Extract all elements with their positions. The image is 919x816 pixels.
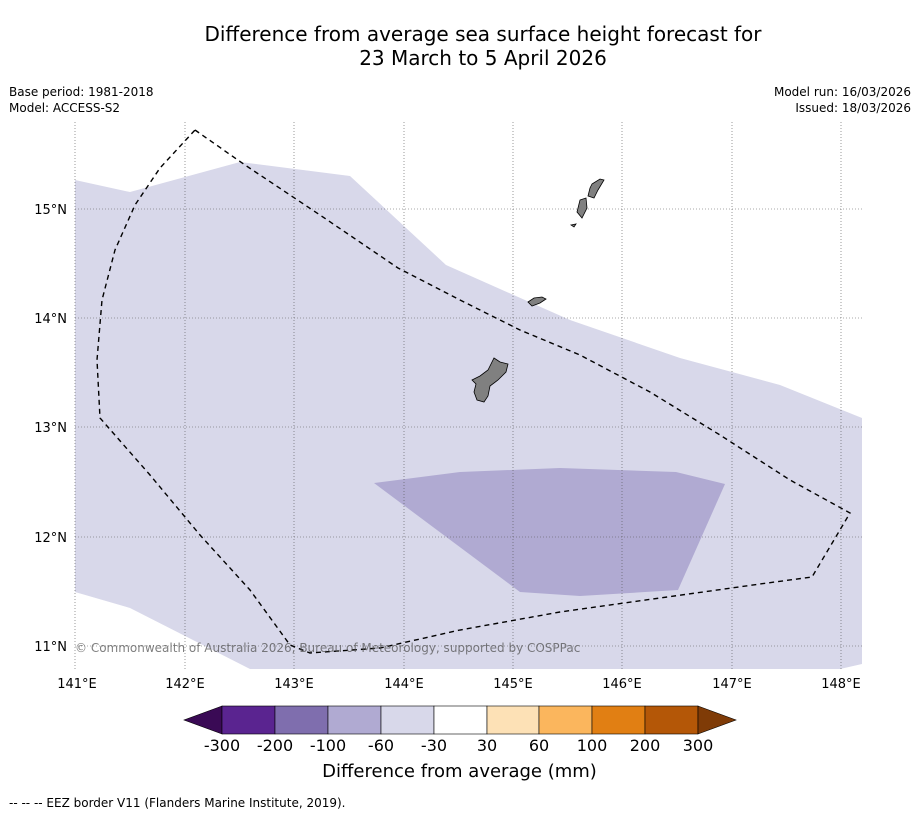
- lat-tick-12: 12°N: [34, 531, 67, 546]
- region-light-purple: [75, 162, 862, 669]
- region-mid-purple: [374, 468, 725, 596]
- lat-tick-14: 14°N: [34, 312, 67, 327]
- colorbar-label-minus-60: -60: [367, 736, 395, 755]
- colorbar-label-minus-300: -300: [203, 736, 241, 755]
- colorbar-title: Difference from average (mm): [322, 761, 597, 782]
- colorbar-label-300: 300: [682, 736, 714, 755]
- colorbar-bin-2: [274, 705, 329, 735]
- lon-tick-142: 142°E: [165, 677, 205, 692]
- colorbar-bin-9: [644, 705, 699, 735]
- base-period: Base period: 1981-2018: [9, 85, 154, 99]
- lon-tick-141: 141°E: [57, 677, 97, 692]
- model-run: Model run: 16/03/2026: [773, 85, 911, 99]
- eez-border: [96, 129, 851, 654]
- colorbar-label-30: 30: [476, 736, 498, 755]
- colorbar-label-minus-100: -100: [309, 736, 347, 755]
- island-saipan: [587, 178, 605, 199]
- lat-tick-15: 15°N: [34, 203, 67, 218]
- colorbar-bin-7: [538, 705, 593, 735]
- colorbar-bin-3: [327, 705, 382, 735]
- colorbar: [183, 705, 737, 735]
- meta-right: Model run: 16/03/2026 Issued: 18/03/2026: [774, 84, 911, 116]
- lon-tick-145: 145°E: [493, 677, 533, 692]
- colorbar-bin-6: [486, 705, 540, 735]
- issued-date: Issued: 18/03/2026: [795, 101, 911, 115]
- copyright-credit: © Commonwealth of Australia 2026, Bureau…: [75, 641, 581, 655]
- islands: [471, 178, 605, 403]
- colorbar-bin-1: [221, 705, 276, 735]
- colorbar-bin-4: [380, 705, 435, 735]
- lat-tick-11: 11°N: [34, 640, 67, 655]
- grid-lines: [74, 122, 862, 669]
- model-name: Model: ACCESS-S2: [9, 101, 121, 115]
- lon-tick-147: 147°E: [712, 677, 752, 692]
- colorbar-label-200: 200: [629, 736, 661, 755]
- title-line-2: 23 March to 5 April 2026: [359, 46, 607, 70]
- lon-tick-143: 143°E: [274, 677, 314, 692]
- lon-tick-148: 148°E: [821, 677, 861, 692]
- colorbar-bin-5: [433, 705, 488, 735]
- eez-footnote: -- -- -- EEZ border V11 (Flanders Marine…: [9, 796, 346, 810]
- colorbar-label-minus-200: -200: [256, 736, 294, 755]
- title-line-1: Difference from average sea surface heig…: [204, 22, 762, 46]
- lon-tick-144: 144°E: [384, 677, 424, 692]
- meta-left: Base period: 1981-2018 Model: ACCESS-S2: [9, 84, 154, 116]
- colorbar-label-100: 100: [576, 736, 608, 755]
- lon-tick-146: 146°E: [602, 677, 642, 692]
- island-aguijan: [569, 223, 577, 228]
- island-rota: [527, 296, 547, 307]
- colorbar-over: [697, 705, 737, 735]
- island-tinian: [576, 197, 588, 219]
- lat-tick-13: 13°N: [34, 421, 67, 436]
- island-guam: [471, 357, 509, 403]
- colorbar-under: [183, 705, 223, 735]
- colorbar-label-minus-30: -30: [420, 736, 448, 755]
- colorbar-bin-8: [591, 705, 646, 735]
- colorbar-label-60: 60: [528, 736, 550, 755]
- chart-title: Difference from average sea surface heig…: [0, 22, 919, 70]
